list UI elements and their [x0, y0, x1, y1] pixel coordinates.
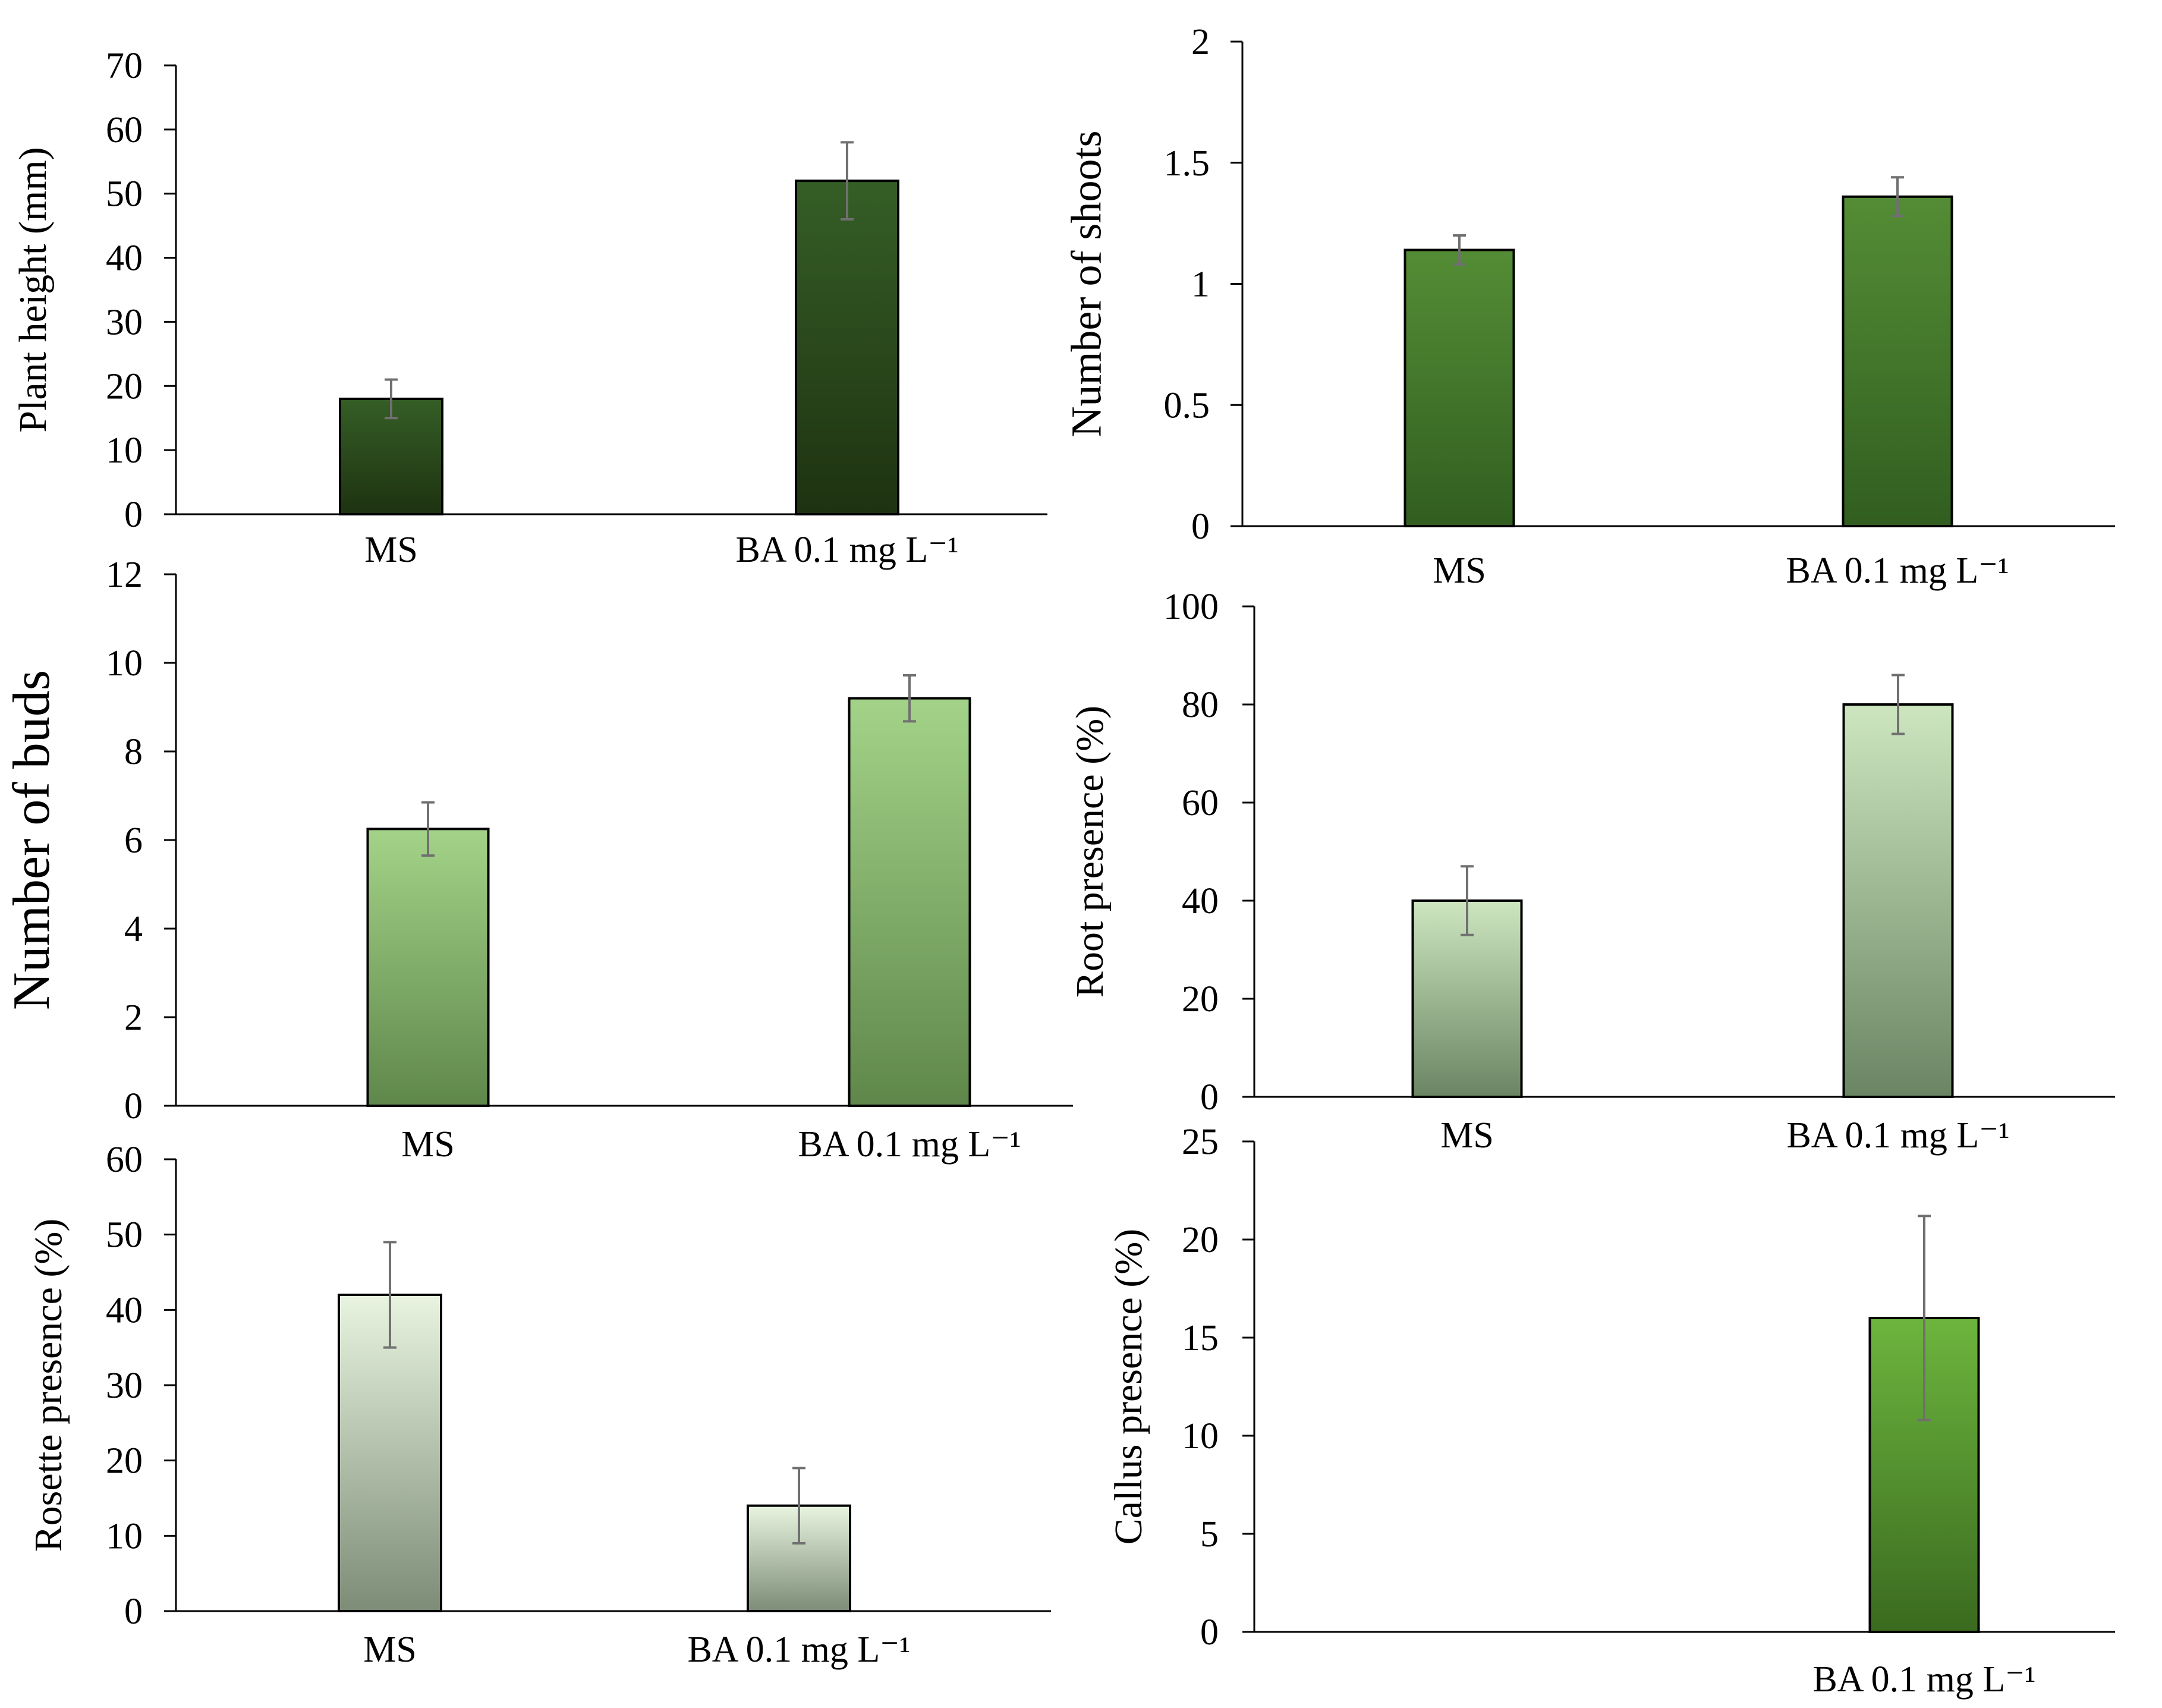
bar	[848, 697, 971, 1107]
category-label: MS	[364, 530, 418, 570]
y-axis-title: Plant height (mm)	[11, 147, 55, 432]
y-tick-label: 4	[124, 909, 143, 949]
y-tick-label: 6	[124, 820, 143, 861]
y-tick-label: 10	[106, 430, 143, 471]
category-label: BA 0.1 mg L⁻¹	[1786, 1115, 2009, 1156]
y-tick-label: 80	[1182, 685, 1219, 725]
y-tick-label: 1	[1191, 265, 1210, 305]
chart-rosette-presence: 0 10 20 30 40 50 60 MS BA 0.1 mg L⁻¹ Rosette pres…	[27, 1140, 1051, 1670]
y-axis-title: Number of shoots	[1063, 131, 1110, 438]
y-tick-label: 70	[106, 46, 143, 86]
y-tick-label: 20	[106, 366, 143, 407]
bar	[1842, 195, 1953, 527]
y-tick-label: 15	[1182, 1318, 1219, 1358]
y-tick-label: 2	[124, 998, 143, 1038]
y-tick-label: 20	[1182, 1220, 1219, 1260]
y-axis-title: Root presence (%)	[1068, 706, 1112, 998]
y-tick-label: 40	[106, 238, 143, 279]
chart-number-of-shoots: 0 0.5 1 1.5 2 MS BA 0.1 mg L⁻¹ Number of shoots	[1063, 22, 2115, 591]
y-tick-label: 40	[1182, 881, 1219, 921]
y-tick-label: 0	[124, 1086, 143, 1127]
y-tick-label: 12	[106, 555, 143, 595]
category-label: MS	[1433, 551, 1486, 591]
y-tick-label: 8	[124, 732, 143, 772]
y-axis-title: Rosette presence (%)	[27, 1219, 70, 1552]
y-tick-label: 25	[1182, 1122, 1219, 1162]
y-tick-label: 0	[1200, 1077, 1219, 1118]
y-tick-label: 60	[106, 1140, 143, 1180]
y-tick-label: 30	[106, 302, 143, 342]
y-tick-label: 10	[106, 1516, 143, 1556]
y-tick-label: 30	[106, 1366, 143, 1406]
y-tick-label: 0	[1191, 507, 1210, 547]
y-tick-label: 50	[106, 174, 143, 215]
y-tick-label: 1.5	[1164, 143, 1210, 184]
category-label: MS	[401, 1124, 455, 1165]
category-label: MS	[363, 1630, 417, 1670]
y-tick-label: 60	[106, 110, 143, 150]
y-axis-title: Number of buds	[3, 670, 61, 1010]
chart-callus-presence: 0 5 10 15 20 25 BA 0.1 mg L⁻¹ Callus presence (…	[1107, 1122, 2115, 1700]
bar	[795, 180, 899, 515]
chart-plant-height: 0 10 20 30 40 50 60 70 MS BA 0.1 mg L⁻¹ Plant heig…	[11, 46, 1047, 570]
category-label: BA 0.1 mg L⁻¹	[798, 1124, 1021, 1165]
chart-root-presence: 0 20 40 60 80 100 MS BA 0.1 mg L⁻¹ Root presence…	[1068, 587, 2115, 1156]
chart-number-of-buds: 0 2 4 6 8 10 12 MS BA 0.1 mg L⁻¹ Number of buds	[3, 555, 1073, 1165]
category-label: BA 0.1 mg L⁻¹	[1812, 1659, 2035, 1700]
bar	[366, 828, 490, 1107]
y-tick-label: 100	[1163, 587, 1219, 627]
category-label: BA 0.1 mg L⁻¹	[1786, 551, 2009, 591]
bar	[1842, 703, 1954, 1098]
y-tick-label: 20	[106, 1441, 143, 1481]
y-tick-label: 60	[1182, 783, 1219, 823]
y-tick-label: 2	[1191, 22, 1210, 62]
y-tick-label: 0	[1200, 1612, 1219, 1653]
category-label: BA 0.1 mg L⁻¹	[735, 530, 958, 570]
category-label: MS	[1440, 1115, 1494, 1156]
y-tick-label: 10	[1182, 1416, 1219, 1457]
y-tick-label: 20	[1182, 979, 1219, 1020]
category-label: BA 0.1 mg L⁻¹	[687, 1630, 910, 1670]
y-tick-label: 50	[106, 1215, 143, 1256]
y-axis-title: Callus presence (%)	[1107, 1229, 1150, 1545]
y-tick-label: 40	[106, 1290, 143, 1330]
bar	[1403, 249, 1515, 527]
y-tick-label: 0.5	[1164, 385, 1210, 426]
y-tick-label: 10	[106, 643, 143, 684]
y-tick-label: 5	[1200, 1514, 1219, 1555]
y-tick-label: 0	[124, 495, 143, 535]
y-tick-label: 0	[124, 1591, 143, 1632]
